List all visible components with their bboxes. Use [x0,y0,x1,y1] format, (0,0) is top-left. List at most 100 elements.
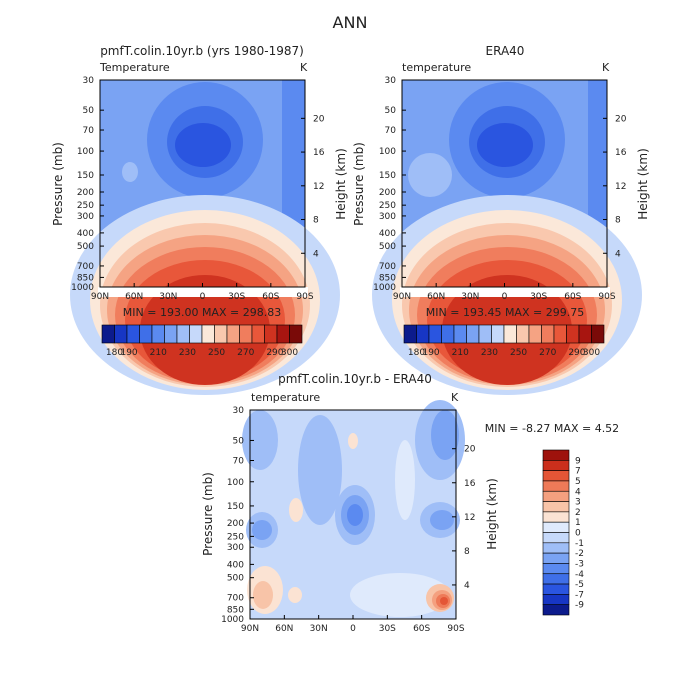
colorbar-swatch [151,324,165,344]
panel-era40-xtick-label: 0 [502,292,508,302]
colorbar-label: -5 [575,580,584,590]
panel-model-ytick-label: 100 [77,147,94,157]
colorbar-swatch [101,324,115,344]
colorbar-swatch [542,470,570,482]
panel-model-xtick-label: 30S [228,292,245,302]
panel-era40-ytick-right-label: 20 [615,114,627,124]
colorbar-label: 5 [575,477,581,487]
colorbar-label: 7 [575,467,581,477]
page-title: ANN [333,13,368,32]
panel-difference-stats: MIN = -8.27 MAX = 4.52 [485,422,619,435]
panel-model-xtick-label: 90S [296,292,313,302]
colorbar-swatch [214,324,228,344]
panel-difference-xtick-label: 30S [379,624,396,634]
colorbar-swatch [542,490,570,502]
panel-difference-ytick-label: 700 [227,594,244,604]
colorbar-swatch [542,573,570,585]
colorbar-swatch [542,460,570,471]
panel-era40-ytick-label: 1000 [373,283,396,293]
panel-era40-ytick-label: 30 [385,76,397,86]
panel-difference-ytick-label: 400 [227,560,244,570]
panel-era40-ytick-label: 500 [379,242,396,252]
panel-era40-ytick-label: 250 [379,201,396,211]
panel-model-units: K [300,61,308,74]
panel-difference-ytick-label: 100 [227,478,244,488]
panel-era40-var-label: temperature [402,61,471,74]
panel-era40-xtick-label: 60S [564,292,581,302]
colorbar-label: 3 [575,498,581,508]
panel-model-ytick-label: 500 [77,242,94,252]
colorbar-label: 180 [408,348,425,358]
panel-era40-ylabel: Pressure (mb) [352,142,366,226]
colorbar-swatch [542,594,570,605]
panel-difference-ytick-label: 300 [227,543,244,553]
colorbar-label: 230 [179,348,196,358]
panel-era40-ytick-label: 100 [379,147,396,157]
panel-era40-xtick-label: 90N [393,292,411,302]
colorbar-label: -7 [575,590,584,600]
colorbar-swatch [542,511,570,523]
colorbar-swatch [189,324,203,344]
colorbar-swatch [428,324,442,344]
panel-model-ytick-label: 50 [83,106,95,116]
colorbar-swatch [541,324,555,344]
panel-model-ylabel-right: Height (km) [334,148,348,219]
panel-model: pmfT.colin.10yr.b (yrs 1980-1987) Temper… [51,44,348,395]
panel-difference-xtick-label: 30N [310,624,328,634]
panel-model-title: pmfT.colin.10yr.b (yrs 1980-1987) [100,44,304,58]
panel-era40-ytick-label: 700 [379,262,396,272]
colorbar-swatch [542,604,570,616]
panel-difference-ylabel-right: Height (km) [485,478,499,549]
colorbar-label: -9 [575,601,584,611]
colorbar-swatch [542,542,570,554]
panel-era40-xtick-label: 90S [598,292,615,302]
panel-difference-xtick-label: 90N [241,624,259,634]
panel-model-ytick-right-label: 12 [313,182,324,192]
colorbar-swatch [114,324,128,344]
panel-model-ytick-label: 400 [77,229,94,239]
panel-difference-ytick-label: 50 [233,436,245,446]
panel-model-ytick-label: 30 [83,76,95,86]
colorbar-label: 290 [568,348,585,358]
colorbar-swatch [591,324,605,344]
colorbar-label: -3 [575,559,584,569]
panel-model-ytick-label: 700 [77,262,94,272]
colorbar-label: 180 [106,348,123,358]
panel-difference-ytick-label: 250 [227,532,244,542]
panel-model-ytick-label: 300 [77,212,94,222]
panel-difference-xtick-label: 0 [350,624,356,634]
panel-difference-ytick-label: 150 [227,502,244,512]
colorbar-label: 190 [422,348,439,358]
panel-model-var-label: Temperature [99,61,170,74]
colorbar-swatch [251,324,265,344]
panel-era40-ytick-label: 300 [379,212,396,222]
colorbar-label: 190 [120,348,137,358]
panel-model-xtick-label: 90N [91,292,109,302]
panel-model-ytick-label: 200 [77,188,94,198]
panel-era40-xtick-label: 60N [427,292,445,302]
colorbar-swatch [503,324,517,344]
colorbar-swatch [226,324,240,344]
panel-difference-ytick-right-label: 20 [464,445,476,455]
panel-era40-units: K [602,61,610,74]
panel-difference-ytick-label: 70 [233,457,245,467]
panel-era40-ytick-right-label: 12 [615,182,626,192]
panel-model-ytick-right-label: 4 [313,249,319,259]
panel-model-xtick-label: 60N [125,292,143,302]
panel-difference-ytick-right-label: 12 [464,513,475,523]
panel-difference-ytick-right-label: 16 [464,479,476,489]
panel-model-ytick-right-label: 20 [313,114,325,124]
panel-era40-xtick-label: 30S [530,292,547,302]
colorbar-swatch [553,324,567,344]
panel-difference-ytick-right-label: 4 [464,581,470,591]
panel-difference-var-label: temperature [251,391,320,404]
colorbar-swatch [164,324,178,344]
colorbar-swatch [201,324,215,344]
panel-difference-xtick-label: 90S [447,624,464,634]
colorbar-swatch [403,324,417,344]
colorbar-swatch [276,324,290,344]
panel-era40-ytick-right-label: 4 [615,249,621,259]
